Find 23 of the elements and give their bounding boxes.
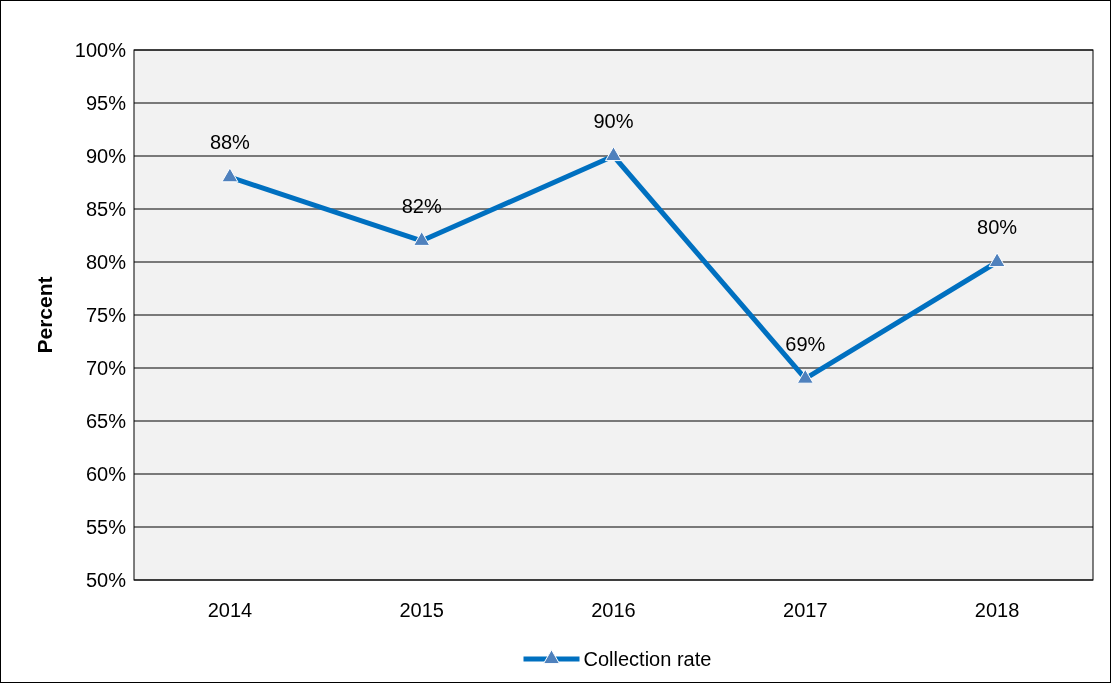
y-tick-label: 85%: [85, 198, 127, 220]
x-tick-label: 2014: [207, 599, 253, 621]
y-tick-label: 95%: [85, 92, 127, 114]
y-tick-label: 65%: [85, 410, 127, 432]
y-tick-label: 55%: [85, 516, 127, 538]
x-tick-label: 2018: [974, 599, 1020, 621]
x-tick-label: 2017: [783, 599, 828, 621]
y-tick-label: 60%: [85, 463, 127, 485]
data-label: 90%: [593, 110, 634, 132]
data-label: 69%: [785, 332, 826, 355]
data-label: 88%: [209, 131, 251, 154]
y-tick-label: 90%: [85, 145, 127, 167]
x-tick-label: 2015: [399, 599, 444, 621]
x-tick-label: 2016: [591, 599, 636, 621]
y-tick-label: 80%: [85, 251, 127, 273]
data-label: 80%: [977, 216, 1018, 238]
y-tick-label: 75%: [85, 304, 127, 326]
y-axis-title: Percent: [33, 276, 56, 354]
data-label: 82%: [401, 194, 442, 217]
y-tick-label: 100%: [74, 39, 127, 61]
legend-label: Collection rate: [583, 648, 712, 670]
y-tick-label: 70%: [85, 357, 127, 379]
y-tick-label: 50%: [85, 569, 127, 591]
